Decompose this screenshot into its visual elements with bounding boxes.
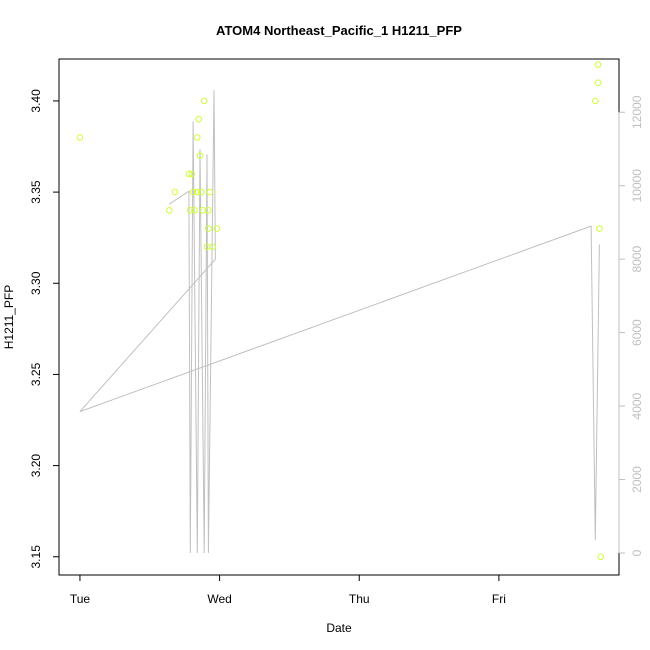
data-point bbox=[205, 207, 212, 214]
data-point bbox=[596, 225, 603, 232]
y-tick-label: 3.25 bbox=[29, 362, 43, 386]
data-point bbox=[205, 225, 212, 232]
y2-tick-label: 10000 bbox=[630, 169, 644, 203]
x-tick-label: Wed bbox=[207, 592, 231, 606]
y-axis-label: H1211_PFP bbox=[2, 285, 16, 349]
y2-tick-label: 6000 bbox=[630, 319, 644, 346]
y2-tick-label: 2000 bbox=[630, 466, 644, 493]
data-point bbox=[188, 170, 195, 178]
data-point bbox=[597, 553, 605, 561]
y2-tick-label: 8000 bbox=[630, 246, 644, 273]
data-point bbox=[189, 188, 197, 196]
data-point bbox=[76, 134, 84, 141]
data-point bbox=[166, 207, 173, 214]
x-tick-label: Thu bbox=[349, 592, 370, 606]
y-tick-label: 3.20 bbox=[29, 454, 43, 478]
data-point bbox=[206, 188, 214, 196]
y-tick-label: 3.15 bbox=[29, 545, 43, 569]
data-point bbox=[191, 207, 198, 214]
series-line bbox=[79, 90, 600, 554]
data-point bbox=[194, 134, 201, 141]
plot-frame bbox=[58, 58, 620, 576]
x-axis-label: Date bbox=[326, 621, 352, 635]
y2-series-line-group bbox=[79, 90, 600, 554]
x-tick-label: Tue bbox=[70, 592, 91, 606]
data-point bbox=[592, 97, 599, 105]
y2-tick-label: 12000 bbox=[630, 95, 644, 129]
y2-tick-label: 0 bbox=[630, 549, 644, 556]
data-point bbox=[195, 115, 202, 123]
y-tick-label: 3.30 bbox=[29, 271, 43, 295]
data-point bbox=[194, 188, 201, 196]
data-point bbox=[198, 188, 205, 196]
chart-title: ATOM4 Northeast_Pacific_1 H1211_PFP bbox=[216, 23, 462, 38]
x-tick-label: Fri bbox=[492, 592, 506, 606]
y-tick-label: 3.35 bbox=[29, 180, 43, 204]
data-point bbox=[209, 243, 216, 251]
data-point bbox=[171, 188, 179, 196]
data-point bbox=[213, 225, 221, 232]
data-point bbox=[185, 170, 193, 178]
points-group bbox=[76, 61, 605, 561]
data-point bbox=[594, 61, 602, 68]
data-point bbox=[187, 207, 194, 214]
y-axis: 3.15 3.20 3.25 3.30 3.35 3.40 bbox=[29, 89, 60, 569]
y-tick-label: 3.40 bbox=[29, 89, 43, 113]
data-point bbox=[196, 152, 204, 159]
y2-axis: 0 2000 4000 6000 8000 10000 12000 bbox=[618, 95, 644, 556]
data-point bbox=[200, 97, 208, 105]
x-axis: Tue Wed Thu Fri bbox=[70, 574, 506, 606]
data-point bbox=[594, 79, 602, 86]
y2-tick-label: 4000 bbox=[630, 392, 644, 419]
